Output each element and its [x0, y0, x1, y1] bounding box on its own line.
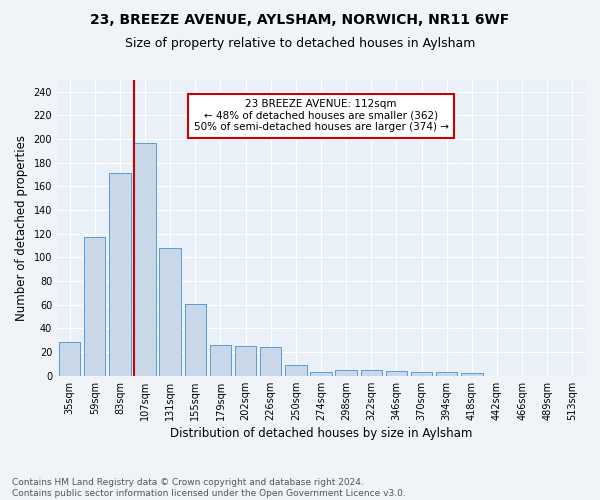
Bar	[235, 346, 256, 376]
Bar	[160, 248, 181, 376]
Bar	[210, 345, 231, 376]
Bar	[185, 304, 206, 376]
X-axis label: Distribution of detached houses by size in Aylsham: Distribution of detached houses by size …	[170, 427, 472, 440]
Bar	[59, 342, 80, 376]
Text: 23 BREEZE AVENUE: 112sqm
← 48% of detached houses are smaller (362)
50% of semi-: 23 BREEZE AVENUE: 112sqm ← 48% of detach…	[194, 99, 449, 132]
Text: 23, BREEZE AVENUE, AYLSHAM, NORWICH, NR11 6WF: 23, BREEZE AVENUE, AYLSHAM, NORWICH, NR1…	[91, 12, 509, 26]
Text: Contains HM Land Registry data © Crown copyright and database right 2024.
Contai: Contains HM Land Registry data © Crown c…	[12, 478, 406, 498]
Bar	[310, 372, 332, 376]
Bar	[260, 348, 281, 376]
Bar	[109, 174, 131, 376]
Bar	[361, 370, 382, 376]
Bar	[386, 371, 407, 376]
Bar	[335, 370, 357, 376]
Bar	[84, 238, 106, 376]
Bar	[461, 374, 482, 376]
Bar	[134, 142, 156, 376]
Bar	[436, 372, 457, 376]
Text: Size of property relative to detached houses in Aylsham: Size of property relative to detached ho…	[125, 38, 475, 51]
Bar	[285, 365, 307, 376]
Y-axis label: Number of detached properties: Number of detached properties	[15, 135, 28, 321]
Bar	[411, 372, 432, 376]
